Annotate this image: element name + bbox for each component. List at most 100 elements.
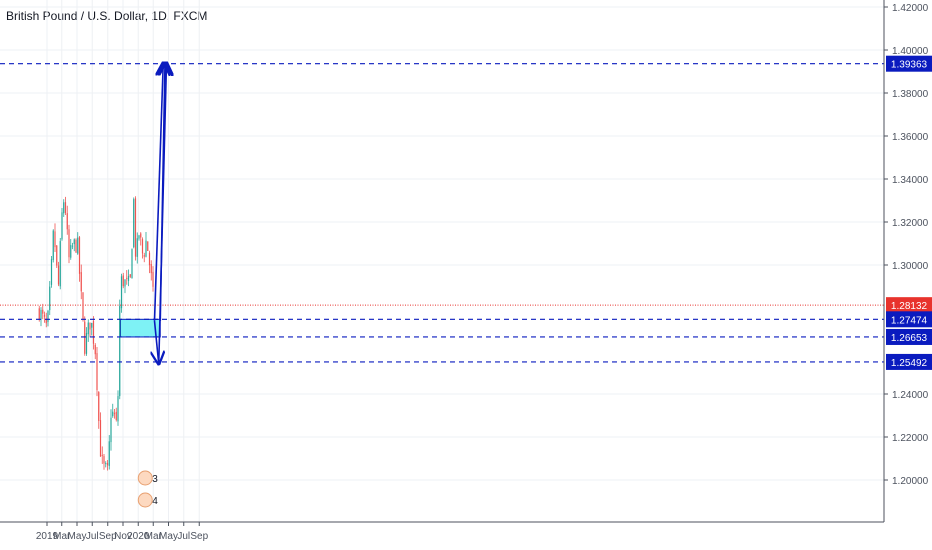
- candle-body: [96, 353, 98, 391]
- candle-body: [78, 237, 81, 274]
- candle-body: [112, 411, 114, 417]
- y-tick-label: 1.24000: [892, 390, 929, 401]
- event-count: 3: [152, 474, 158, 485]
- candle-body: [103, 456, 105, 464]
- candle-body: [45, 318, 47, 324]
- candle-body: [126, 277, 128, 279]
- candle-body: [148, 252, 151, 266]
- y-tick-label: 1.36000: [892, 132, 929, 143]
- candle-body: [42, 309, 44, 314]
- candle-body: [94, 344, 96, 355]
- price-level-label: 1.39363: [891, 60, 928, 71]
- candle-body: [49, 286, 51, 311]
- candle-body: [38, 308, 40, 320]
- projection-arrow: [153, 63, 164, 321]
- candle-body: [87, 322, 89, 335]
- candle-body: [136, 238, 138, 257]
- candle-body: [84, 321, 86, 354]
- price-level-label: 1.25492: [891, 358, 928, 369]
- candle-body: [89, 322, 91, 330]
- candle-body: [56, 245, 58, 266]
- candle-body: [73, 239, 75, 245]
- price-level-tag: [886, 311, 932, 328]
- candle-body: [129, 274, 131, 277]
- candle-body: [54, 231, 56, 248]
- x-tick-label: Mar: [53, 531, 71, 542]
- candle-body: [61, 212, 63, 240]
- candle-body: [82, 292, 84, 320]
- candle-body: [140, 233, 142, 238]
- x-tick-label: Jul: [177, 531, 190, 542]
- y-tick-label: 1.32000: [892, 218, 929, 229]
- candle-body: [143, 255, 145, 257]
- candle-body: [71, 245, 74, 247]
- candle-body: [92, 320, 95, 344]
- candle-body: [63, 202, 65, 214]
- candle-body: [138, 235, 140, 239]
- candle-body: [117, 396, 119, 422]
- x-tick-label: May: [159, 531, 178, 542]
- candle-body: [66, 213, 68, 230]
- price-level-tag: [886, 297, 932, 314]
- price-level-tag: [886, 55, 932, 72]
- candle-body: [122, 275, 124, 287]
- candle-body: [145, 240, 147, 257]
- candle-body: [134, 198, 137, 257]
- y-tick-label: 1.38000: [892, 89, 929, 100]
- candle-body: [110, 417, 112, 443]
- candle-body: [91, 322, 93, 328]
- y-tick-label: 1.34000: [892, 175, 929, 186]
- candle-body: [47, 310, 49, 322]
- candle-body: [124, 279, 126, 287]
- y-tick-label: 1.30000: [892, 261, 929, 272]
- projection-arrow: [160, 63, 165, 321]
- event-flag-icon: [137, 470, 153, 486]
- candle-body: [101, 454, 103, 456]
- candle-body: [141, 239, 144, 254]
- candle-body: [70, 245, 72, 258]
- candle-body: [77, 237, 79, 254]
- event-count: 4: [152, 496, 158, 507]
- projection-arrow: [155, 320, 159, 364]
- x-tick-label: Mar: [145, 531, 163, 542]
- candle-body: [40, 309, 42, 320]
- event-flag-icon: [137, 492, 153, 508]
- candle-body: [120, 276, 123, 309]
- candle-body: [99, 420, 102, 457]
- candle-body: [52, 230, 54, 260]
- y-tick-label: 1.42000: [892, 3, 929, 14]
- candle-body: [98, 392, 100, 421]
- y-tick-label: 1.20000: [892, 476, 929, 487]
- candle-body: [50, 259, 53, 285]
- candle-body: [108, 441, 110, 466]
- candle-body: [113, 413, 116, 415]
- candle-body: [147, 241, 149, 251]
- candle-body: [152, 271, 154, 287]
- candles: [38, 196, 154, 471]
- y-tick-label: 1.40000: [892, 46, 929, 57]
- candle-body: [43, 314, 46, 317]
- candle-body: [150, 264, 152, 274]
- x-tick-label: May: [68, 531, 87, 542]
- price-level-tag: [886, 328, 932, 345]
- x-tick-label: Sep: [99, 531, 117, 542]
- price-level-label: 1.28132: [891, 301, 928, 312]
- candle-body: [59, 241, 61, 287]
- candle-body: [106, 462, 109, 466]
- candle-body: [119, 306, 121, 397]
- x-tick-label: Nov: [114, 531, 132, 542]
- candle-body: [57, 265, 60, 285]
- price-level-tag: [886, 353, 932, 370]
- x-tick-label: 2019: [36, 531, 59, 542]
- chart-title: British Pound / U.S. Dollar, 1D, FXCM: [6, 9, 208, 23]
- candle-body: [115, 411, 117, 420]
- candle-body: [68, 229, 70, 258]
- candle-body: [80, 272, 82, 292]
- x-tick-label: 2020: [127, 531, 150, 542]
- x-tick-label: Jul: [86, 531, 99, 542]
- price-level-label: 1.26653: [891, 333, 928, 344]
- candle-body: [75, 239, 77, 253]
- candle-body: [133, 199, 135, 248]
